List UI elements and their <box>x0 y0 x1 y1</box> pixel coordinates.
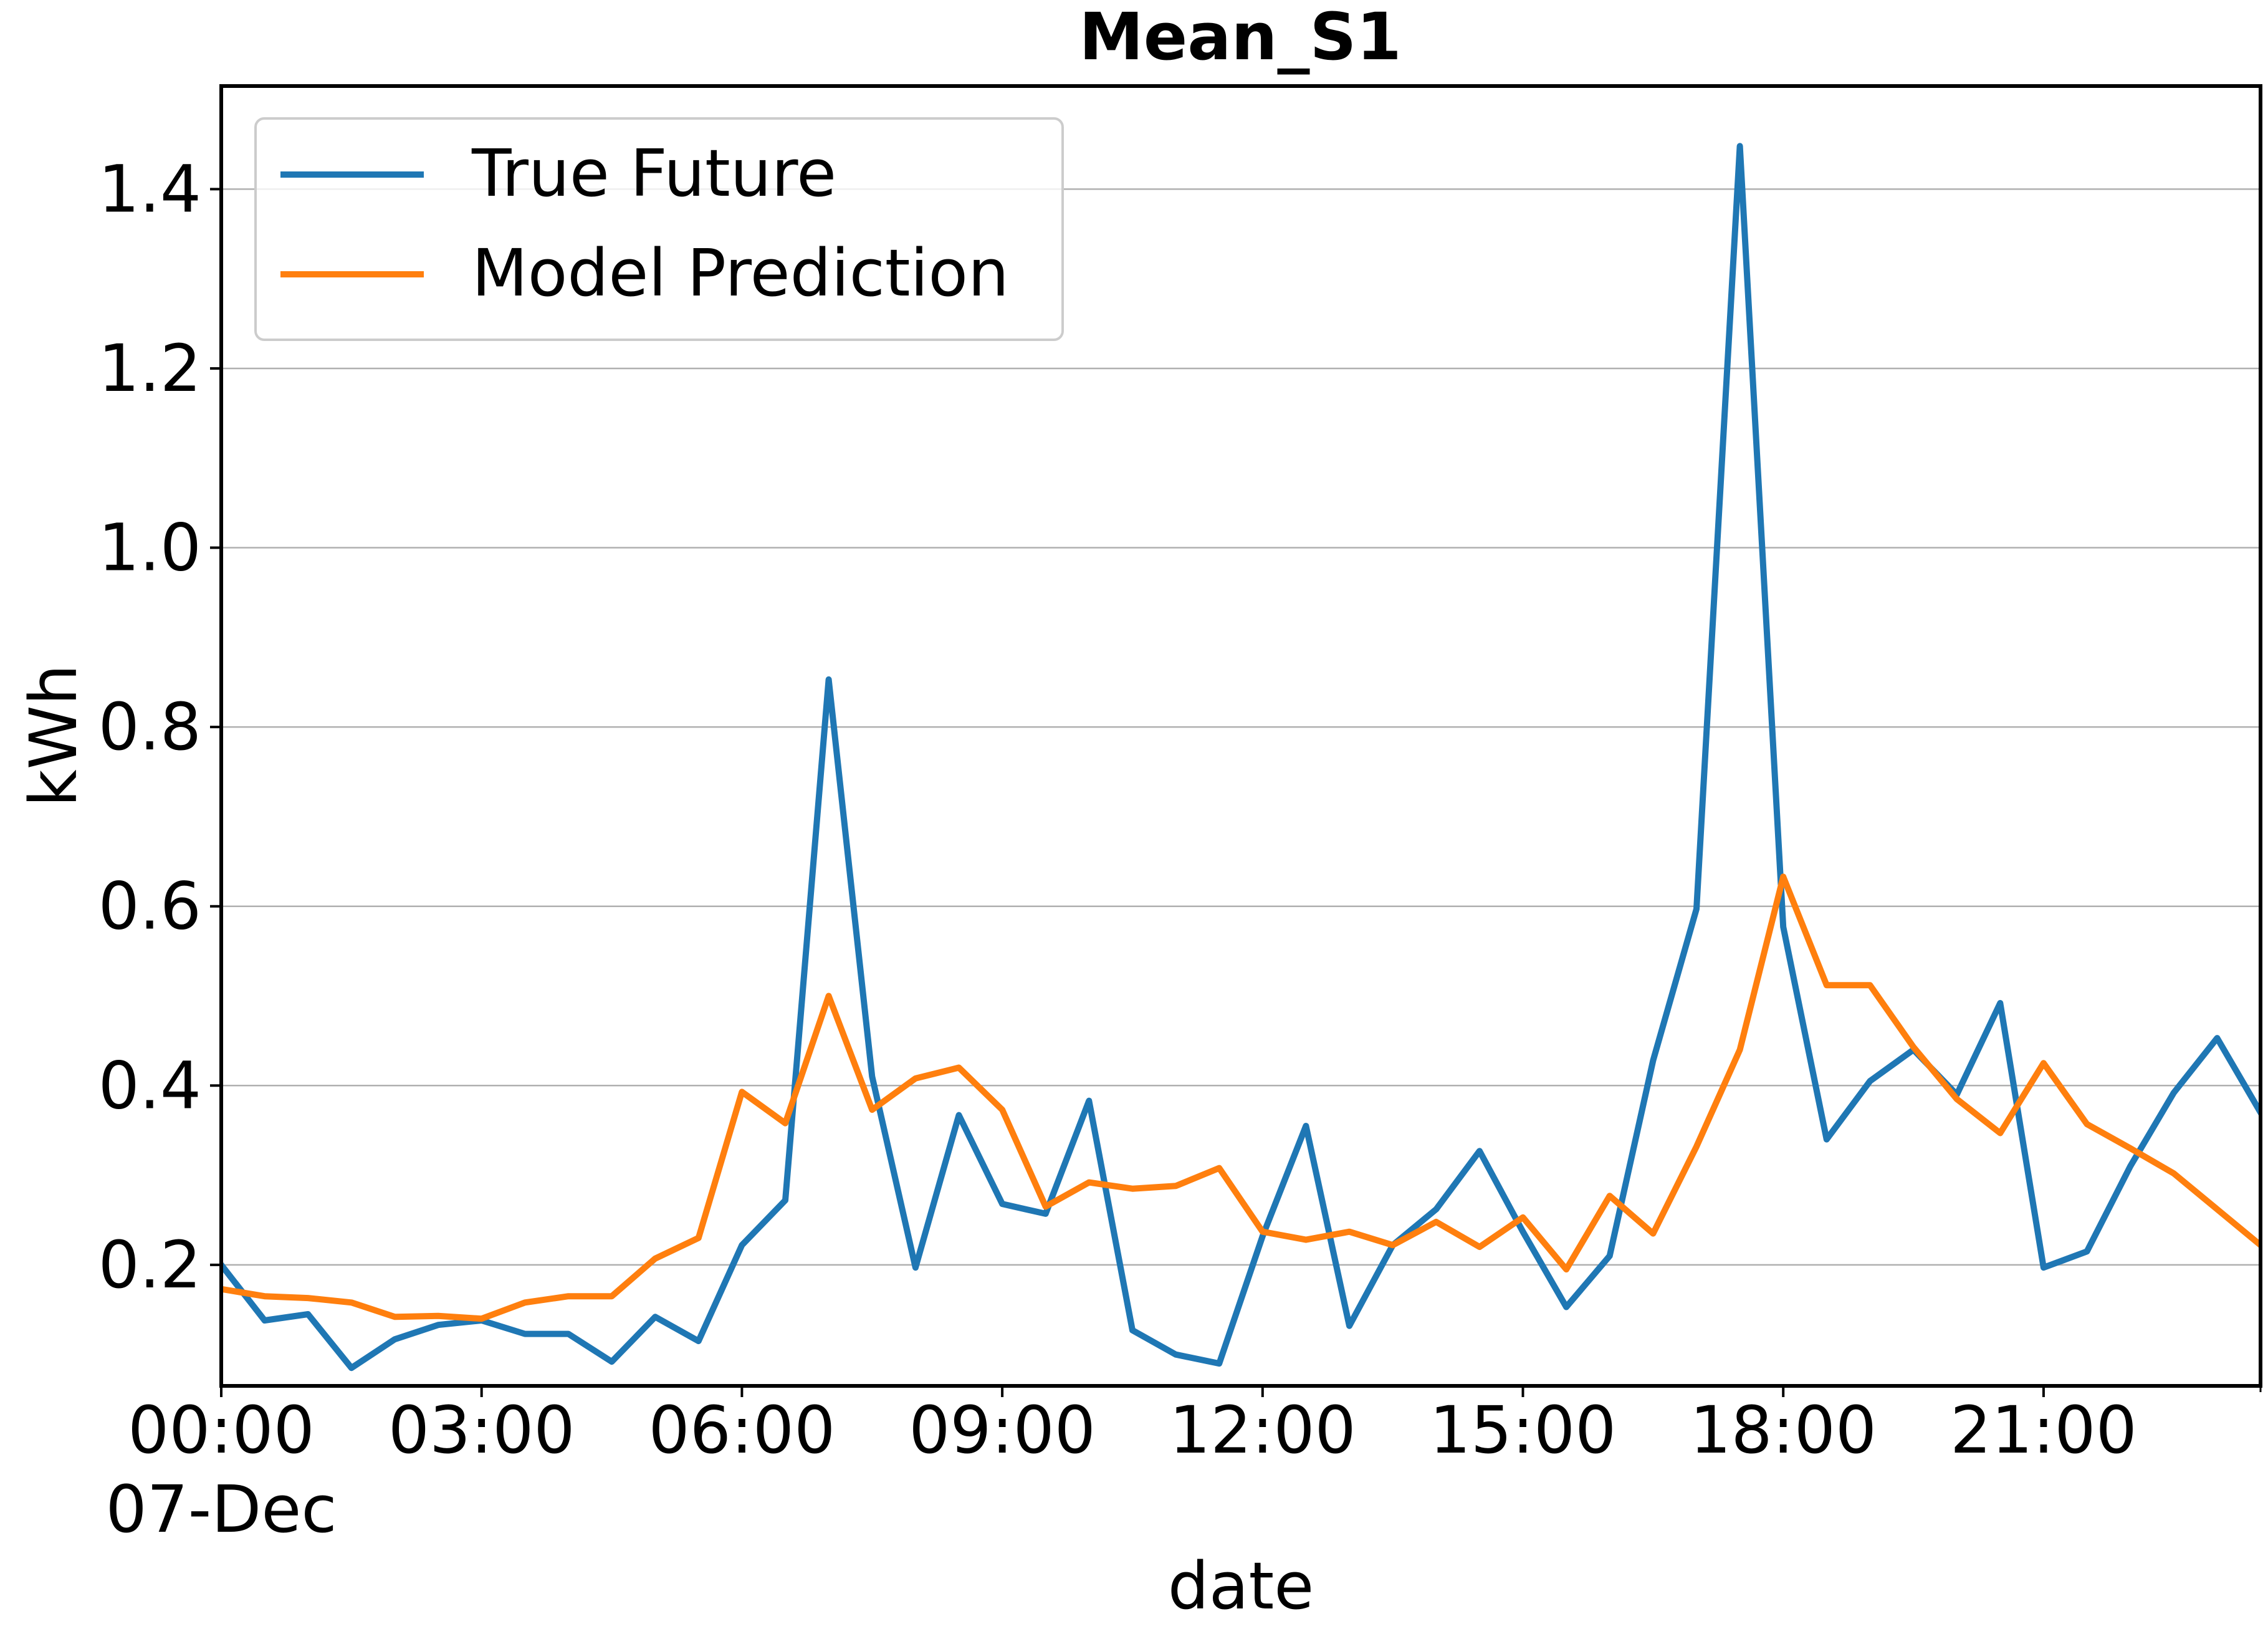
plot-lines <box>221 143 2261 1372</box>
y-tick-label: 0.8 <box>98 689 201 765</box>
grid <box>221 188 2261 1266</box>
x-tick-label: 00:00 <box>128 1392 315 1468</box>
x-tick-label: 12:00 <box>1169 1392 1356 1468</box>
y-tick-label: 1.4 <box>98 151 201 227</box>
x-tick-label: 03:00 <box>388 1392 575 1468</box>
chart-title: Mean_S1 <box>1079 0 1402 75</box>
y-tick-label: 0.6 <box>98 868 201 944</box>
x-tick-label: 21:00 <box>1950 1392 2137 1468</box>
x-tick-label: 18:00 <box>1690 1392 1877 1468</box>
x-tick-sublabel: 07-Dec <box>105 1471 337 1547</box>
plot-frame <box>219 84 2262 1388</box>
y-tick-label: 0.2 <box>98 1227 201 1303</box>
legend-label-true-future: True Future <box>471 135 836 211</box>
y-axis-label: kWh <box>16 665 92 807</box>
x-tick-label: 06:00 <box>649 1392 836 1468</box>
legend: True Future Model Prediction <box>254 117 1064 341</box>
x-axis-label: date <box>1168 1548 1314 1624</box>
legend-label-model-prediction: Model Prediction <box>472 235 1009 311</box>
series-line-model-prediction <box>221 873 2261 1322</box>
y-tick-label: 1.0 <box>98 510 201 586</box>
y-tick-label: 0.4 <box>98 1047 201 1123</box>
y-axis: 0.2 0.4 0.6 0.8 1.0 1.2 1.4 <box>98 151 221 1303</box>
x-tick-label: 09:00 <box>909 1392 1096 1468</box>
x-tick-label: 15:00 <box>1430 1392 1617 1468</box>
legend-box <box>254 117 1064 341</box>
y-tick-label: 1.2 <box>98 330 201 406</box>
